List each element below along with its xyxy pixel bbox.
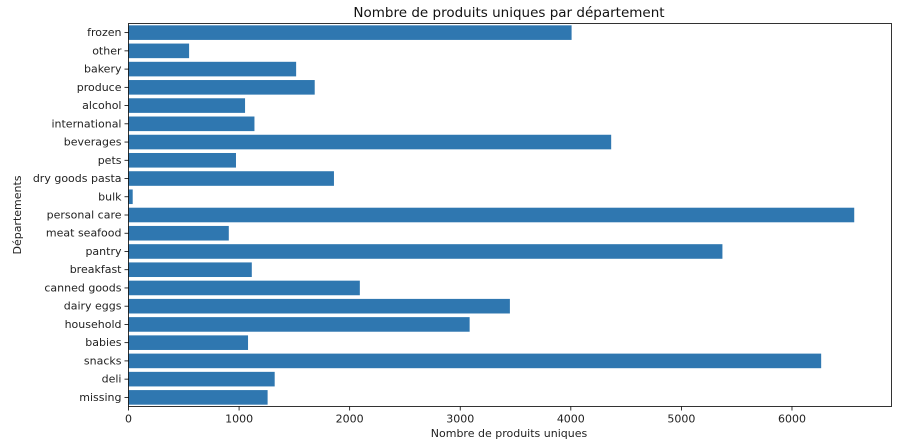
bar-dairy-eggs: [128, 298, 510, 314]
bar-deli: [128, 371, 275, 387]
bar-dry-goods-pasta: [128, 171, 334, 186]
bar-babies: [128, 335, 249, 350]
bar-missing: [128, 390, 268, 405]
bars-group: [128, 25, 855, 405]
x-axis-ticks: 0 1000 2000 3000 4000 5000 6000: [125, 406, 806, 426]
y-tick-label-bakery: bakery: [84, 63, 122, 76]
y-tick-label-beverages: beverages: [64, 136, 122, 149]
bar-personal-care: [128, 207, 855, 223]
y-tick-label-pantry: pantry: [85, 245, 122, 258]
y-tick-label-dairy-eggs: dairy eggs: [64, 300, 122, 313]
y-tick-label-frozen: frozen: [87, 26, 121, 39]
bar-bakery: [128, 61, 297, 77]
plot-frame: [128, 23, 892, 407]
y-axis-ticks: frozen other bakery produce alcohol internati…: [33, 26, 129, 404]
y-tick-label-other: other: [92, 44, 122, 57]
x-axis-label: Nombre de produits uniques: [431, 427, 588, 440]
x-tick-label-6000: 6000: [778, 413, 806, 426]
bar-bulk: [128, 189, 133, 205]
y-tick-label-pets: pets: [98, 154, 122, 167]
bar-beverages: [128, 134, 612, 150]
y-tick-label-babies: babies: [85, 336, 122, 349]
y-tick-label-missing: missing: [79, 391, 121, 404]
chart-title: Nombre de produits uniques par départeme…: [353, 5, 664, 21]
bar-international: [128, 116, 255, 132]
bar-alcohol: [128, 98, 246, 113]
bar-household: [128, 317, 470, 332]
bar-other: [128, 43, 190, 59]
bar-frozen: [128, 25, 572, 40]
x-tick-label-5000: 5000: [667, 413, 695, 426]
y-tick-label-snacks: snacks: [84, 354, 122, 367]
bar-breakfast: [128, 262, 252, 278]
x-tick-label-3000: 3000: [446, 413, 474, 426]
bar-canned-goods: [128, 280, 360, 296]
y-tick-label-produce: produce: [77, 81, 122, 94]
y-tick-label-meat-seafood: meat seafood: [46, 227, 122, 240]
x-tick-label-1000: 1000: [225, 413, 253, 426]
y-tick-label-personal-care: personal care: [47, 209, 122, 222]
y-tick-label-deli: deli: [102, 373, 122, 386]
y-tick-label-dry-goods-pasta: dry goods pasta: [33, 172, 122, 185]
y-tick-label-international: international: [51, 117, 121, 130]
y-tick-label-alcohol: alcohol: [82, 99, 121, 112]
y-tick-label-breakfast: breakfast: [70, 263, 122, 276]
x-tick-label-0: 0: [125, 413, 132, 426]
y-axis-label: Départements: [11, 175, 24, 254]
bar-produce: [128, 80, 315, 95]
y-tick-label-household: household: [65, 318, 122, 331]
bar-snacks: [128, 353, 822, 369]
x-tick-label-2000: 2000: [336, 413, 364, 426]
bar-pantry: [128, 244, 723, 259]
bar-pets: [128, 152, 236, 168]
y-tick-label-canned-goods: canned goods: [44, 281, 121, 294]
x-tick-label-4000: 4000: [557, 413, 585, 426]
y-tick-label-bulk: bulk: [98, 190, 122, 203]
bar-meat-seafood: [128, 225, 229, 241]
